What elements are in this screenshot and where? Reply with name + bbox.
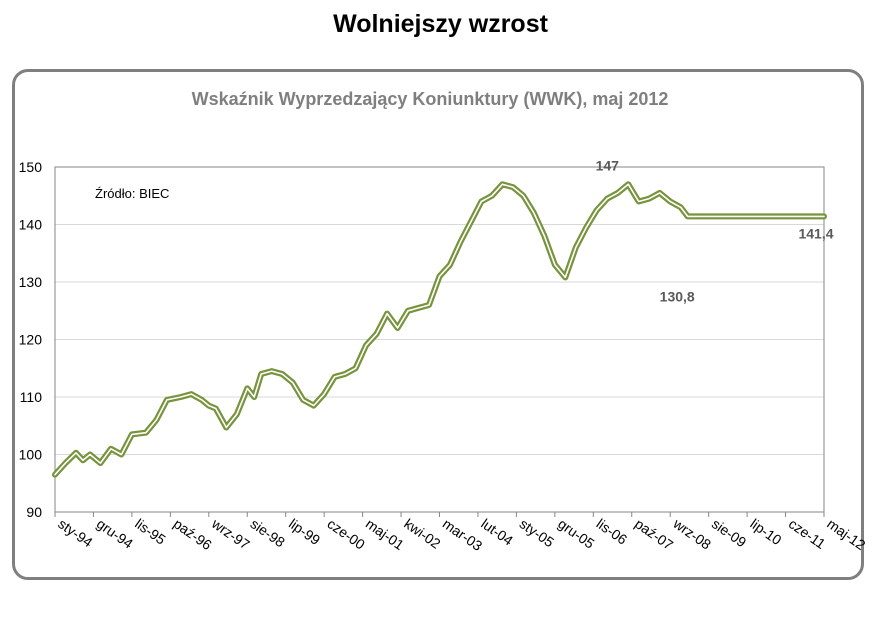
x-tick-label: sie-09 [709,515,750,550]
x-tick-label: maj-12 [824,515,868,553]
x-tick-label: kwi-02 [401,515,443,551]
data-label: 130,8 [660,288,695,304]
x-tick-label: maj-01 [363,515,407,553]
gridlines [55,224,824,455]
x-tick-label: lis-95 [132,515,169,547]
x-tick-label: gru-05 [555,515,598,551]
series-wwk [52,181,827,478]
x-tick-label: paź-07 [632,515,676,553]
series-line-outer [52,181,827,478]
x-tick-label: cze-11 [786,515,829,552]
x-tick-label: lip-99 [286,515,323,548]
x-tick-label: lis-06 [594,515,631,547]
y-tick-label: 120 [19,332,43,348]
x-tick-label: mar-03 [440,515,486,554]
y-tick-label: 100 [19,447,43,463]
x-tick-label: gru-94 [94,515,137,551]
page-title: Wolniejszy wzrost [333,10,548,38]
plot-area-border [54,166,825,513]
x-tick-label: cze-00 [324,515,368,552]
x-tick-label: wrz-97 [208,515,253,553]
y-axis: 90 100 110 120 130 140 150 [19,159,43,520]
x-tick-label: wrz-08 [670,515,715,553]
chart-title: Wskaźnik Wyprzedzający Koniunktury (WWK)… [192,89,669,109]
series-line-inner [54,183,825,476]
y-tick-label: 110 [20,389,43,405]
y-tick-label: 140 [19,217,43,233]
source-note: Źródło: BIEC [95,186,169,201]
data-labels: 147 130,8 141,4 [596,157,834,304]
y-tick-label: 130 [19,274,43,290]
x-tick-label: paź-96 [171,515,215,553]
data-label: 141,4 [798,225,833,241]
data-label: 147 [596,157,620,173]
x-tick-label: sty-05 [517,515,558,550]
chart-frame [12,69,864,580]
y-tick-label: 90 [26,504,42,520]
x-tick-label: lut-04 [478,515,516,548]
y-tick-label: 150 [19,159,43,175]
x-tick-label: sty-94 [55,515,96,550]
x-tick-label: sie-98 [248,515,289,550]
x-tick-label: lip-10 [747,515,784,548]
